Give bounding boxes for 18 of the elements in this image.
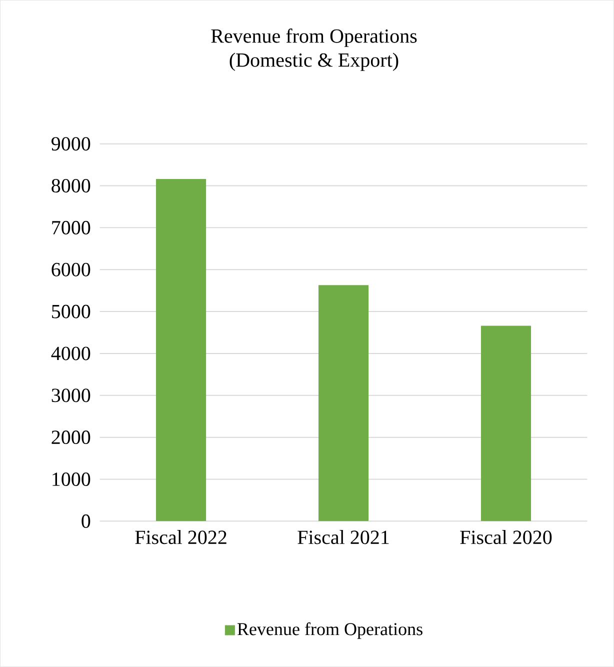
bar: [156, 179, 206, 522]
y-tick-label: 3000: [52, 388, 90, 402]
chart-title: Revenue from Operations (Domestic & Export): [211, 28, 417, 71]
y-tick-label: 7000: [52, 220, 90, 234]
y-tick-label: 4000: [51, 346, 90, 360]
legend-label: Revenue from Operations: [237, 622, 422, 639]
bar: [318, 285, 369, 522]
x-tick-label: Fiscal 2022: [135, 530, 226, 544]
y-tick-label: 9000: [52, 137, 90, 151]
y-tick-label: 1000: [52, 472, 90, 486]
x-tick-label: Fiscal 2021: [298, 530, 389, 544]
y-tick-label: 5000: [52, 304, 90, 318]
y-tick-label: 8000: [52, 179, 90, 193]
bar: [480, 326, 532, 522]
y-tick-label: 2000: [52, 430, 90, 444]
x-tick-label: Fiscal 2020: [460, 530, 552, 544]
y-tick-label: 0: [82, 514, 90, 528]
y-tick-label: 6000: [52, 262, 90, 276]
